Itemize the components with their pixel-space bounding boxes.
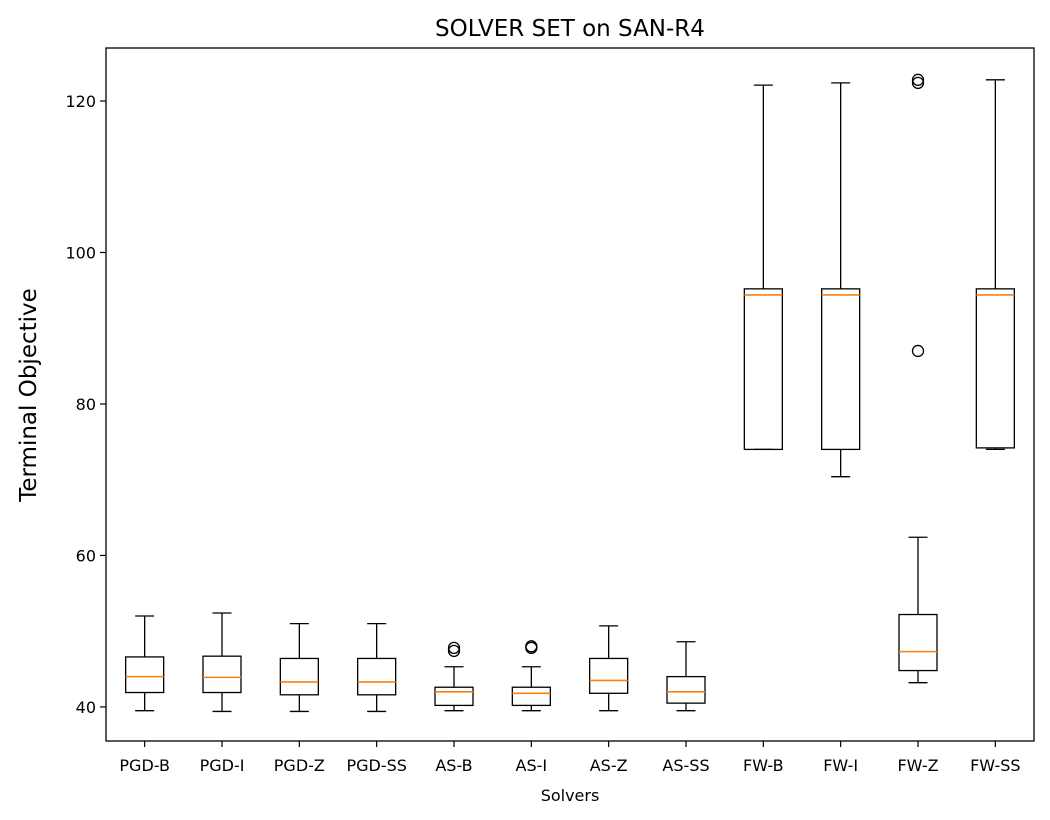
x-tick-label: FW-SS	[970, 756, 1020, 775]
x-tick-label: PGD-I	[200, 756, 245, 775]
x-tick-label: PGD-SS	[346, 756, 406, 775]
y-tick-label: 120	[65, 92, 96, 111]
x-tick-label: PGD-B	[119, 756, 170, 775]
iqr-box	[202, 655, 242, 694]
y-tick-label: 40	[76, 698, 96, 717]
y-axis-label: Terminal Objective	[16, 288, 42, 503]
outlier-point	[525, 640, 538, 653]
x-tick-label: FW-I	[823, 756, 858, 775]
iqr-box	[357, 657, 397, 696]
iqr-box	[743, 288, 783, 451]
chart-title: SOLVER SET on SAN-R4	[435, 16, 705, 42]
x-tick-label: FW-Z	[897, 756, 938, 775]
outlier-point	[447, 644, 461, 658]
x-axis-label: Solvers	[541, 786, 600, 805]
iqr-box	[666, 675, 706, 704]
outlier-point	[447, 641, 461, 654]
iqr-box	[975, 288, 1015, 449]
x-tick-label: PGD-Z	[274, 756, 325, 775]
y-tick-label: 100	[65, 243, 96, 262]
iqr-box	[589, 657, 629, 694]
x-tick-label: AS-Z	[590, 756, 628, 775]
x-tick-label: AS-I	[516, 756, 548, 775]
iqr-box	[511, 686, 551, 707]
iqr-box	[125, 656, 165, 694]
outlier-point	[911, 73, 925, 86]
y-tick-label: 60	[76, 546, 96, 565]
x-tick-label: FW-B	[743, 756, 784, 775]
iqr-box	[821, 288, 861, 451]
iqr-box	[898, 613, 938, 672]
x-tick-label: AS-B	[435, 756, 472, 775]
x-tick-label: AS-SS	[662, 756, 709, 775]
plot-area: 40 60 80 100 120 PGD-B PGD-I PGD-Z PGD-SS AS-B AS-…	[65, 73, 1021, 775]
plot-frame	[105, 47, 1035, 742]
outlier-point	[911, 344, 925, 358]
iqr-box	[279, 657, 319, 696]
y-tick-label: 80	[76, 395, 96, 414]
outlier-point	[911, 76, 925, 89]
iqr-box	[434, 686, 474, 707]
